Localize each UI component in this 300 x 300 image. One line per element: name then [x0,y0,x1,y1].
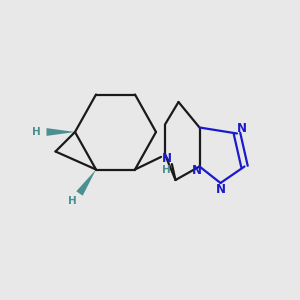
Text: H: H [162,165,171,176]
Text: H: H [68,196,76,206]
Polygon shape [46,128,75,136]
Text: N: N [215,183,226,196]
Polygon shape [76,169,96,196]
Text: N: N [161,152,172,165]
Text: N: N [236,122,247,135]
Text: H: H [32,127,41,137]
Text: N: N [191,164,202,177]
